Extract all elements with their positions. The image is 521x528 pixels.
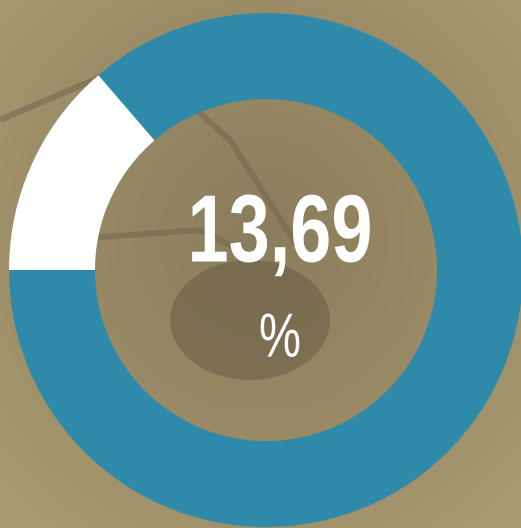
unit-label: %	[259, 301, 301, 370]
value-label: 13,69	[188, 175, 373, 282]
chart: 13,69 %	[0, 0, 521, 528]
